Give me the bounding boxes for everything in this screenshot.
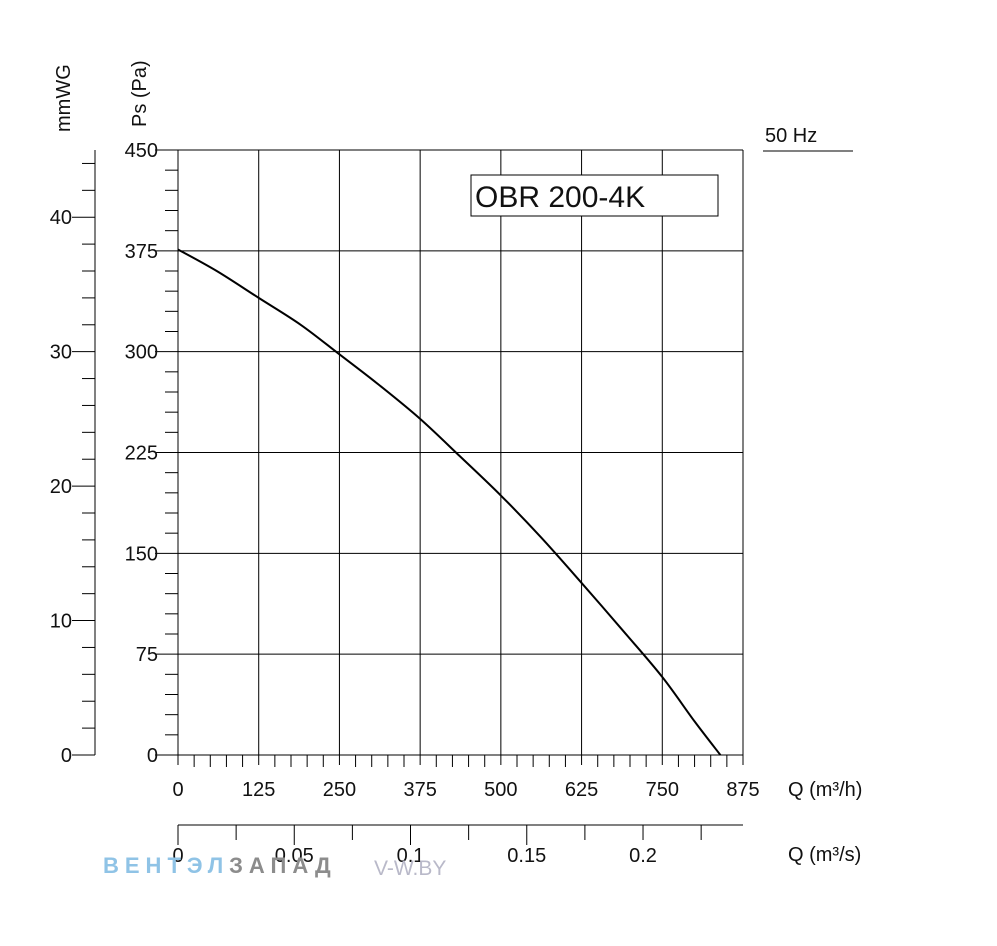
watermark-brand-part1: ВЕНТЭЛ [103,853,230,878]
x-tick-label: 625 [565,779,598,801]
pa-tick-label: 150 [125,543,158,565]
x-tick-label: 375 [403,779,436,801]
pa-tick-label: 375 [125,241,158,263]
pa-tick-label: 300 [125,342,158,364]
frequency-label: 50 Hz [765,125,817,147]
x-tick-label: 875 [726,779,759,801]
pa-tick-label: 75 [136,644,158,666]
pa-tick-label: 450 [125,140,158,162]
mmwg-tick-label: 20 [50,476,72,498]
watermark-brand-part2: ЗАПАД [229,853,337,878]
tick-marks [72,149,744,845]
x-axis-label: Q (m³/h) [788,779,862,801]
pressure-curve-line [177,248,722,756]
secondary-tick-label: 0 [172,845,183,867]
model-title-box [470,174,719,217]
x-tick-label: 0 [172,779,183,801]
x-tick-label: 750 [646,779,679,801]
mmwg-tick-label: 40 [50,207,72,229]
model-title: OBR 200-4K [475,181,645,214]
grid-lines [177,149,744,756]
secondary-tick-label: 0.2 [629,845,657,867]
mmwg-tick-label: 0 [61,745,72,767]
pa-tick-label: 225 [125,443,158,465]
watermark-brand: ВЕНТЭЛЗАПАД [103,853,337,879]
pa-tick-label: 0 [147,745,158,767]
mmwg-tick-label: 30 [50,342,72,364]
watermark-site: V-W.BY [374,857,447,880]
x-tick-label: 250 [323,779,356,801]
secondary-tick-label: 0.05 [275,845,314,867]
x-tick-label: 125 [242,779,275,801]
mmwg-tick-label: 10 [50,611,72,633]
mmwg-axis-label: mmWG [53,64,75,132]
pa-axis-label: Ps (Pa) [129,60,151,127]
x-tick-label: 500 [484,779,517,801]
axes [94,150,743,826]
secondary-tick-label: 0.15 [507,845,546,867]
secondary-tick-label: 0.1 [397,845,425,867]
x-secondary-axis-label: Q (m³/s) [788,844,861,866]
